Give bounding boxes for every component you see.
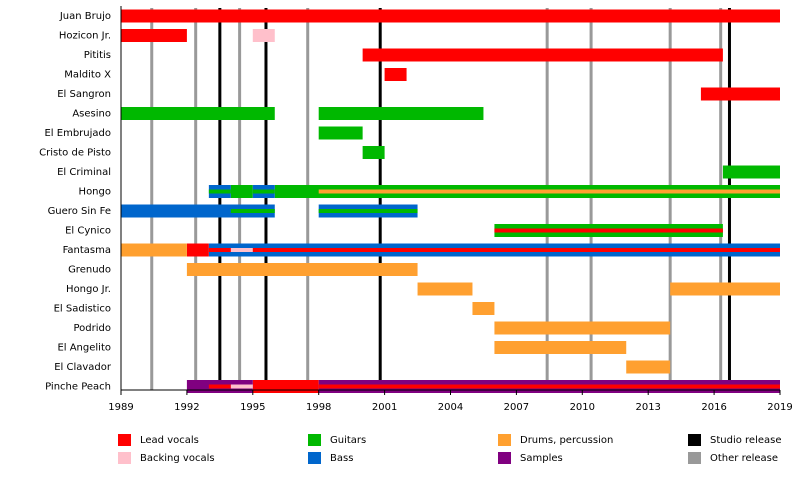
x-tick-label: 1989 [108,402,133,413]
role-stripe [318,384,780,389]
role-bar [318,126,363,140]
role-bar [121,107,275,120]
x-tick-label: 2016 [701,402,726,413]
x-tick-label: 2004 [438,402,463,413]
role-bar [700,87,780,101]
x-tick-label: 1998 [306,402,331,413]
role-stripe [318,189,780,194]
member-label: Guero Sin Fe [48,206,111,217]
role-bar [318,107,484,120]
member-label: El Angelito [57,343,111,354]
x-tick-label: 2019 [767,402,792,413]
member-label: El Criminal [57,167,111,178]
role-stripe [230,209,275,213]
role-bar [121,29,187,42]
role-bar [252,380,319,393]
role-bar [362,146,385,159]
member-label: Hozicon Jr. [59,31,111,42]
role-stripe [230,248,253,252]
legend-label: Studio release [710,435,782,446]
legend-label: Lead vocals [140,435,199,446]
role-stripe [252,189,275,194]
member-label: Pititis [84,50,111,61]
role-bar [186,263,418,276]
role-bar [626,360,671,374]
member-label: Hongo Jr. [66,284,111,295]
member-label: Hongo [79,187,111,198]
role-bar [494,341,627,354]
legend-label: Guitars [330,435,366,446]
legend-label: Backing vocals [140,453,215,464]
role-stripe [318,209,418,213]
member-label: Fantasma [63,245,111,256]
member-label: El Clavador [54,362,112,373]
member-label: Juan Brujo [59,11,111,22]
legend-label: Samples [520,453,563,464]
x-tick-label: 2001 [372,402,397,413]
legend-swatch [308,452,321,464]
member-label: El Cynico [65,226,111,237]
bars [121,9,780,393]
legend-swatch [118,452,131,464]
role-stripe [208,248,780,252]
member-label: El Sangron [57,89,111,100]
legend-swatch [688,452,701,464]
role-bar [252,29,275,42]
role-bar [722,165,780,179]
role-bar [121,243,187,257]
role-stripe [208,189,231,194]
legend-label: Other release [710,453,778,464]
member-label: Maldito X [64,70,111,81]
role-stripe [494,228,723,233]
legend: Lead vocals Backing vocals Guitars Bass Drum… [118,434,782,464]
role-bar [230,185,253,198]
role-bar [362,48,723,62]
legend-swatch [118,434,131,446]
role-bar [384,68,407,81]
axes: Juan Brujo Hozicon Jr. Pititis Maldito X El … [39,6,793,413]
role-bar [186,243,209,257]
role-stripe [230,384,253,389]
legend-label: Bass [330,453,353,464]
legend-swatch [688,434,701,446]
legend-label: Drums, percussion [520,435,613,446]
x-tick-label: 1995 [240,402,265,413]
member-label: Grenudo [68,265,111,276]
role-bar [121,9,780,23]
legend-swatch [308,434,321,446]
x-tick-label: 2010 [570,402,595,413]
member-label: El Sadistico [54,304,111,315]
member-label: El Embrujado [44,128,111,139]
role-bar [494,321,671,335]
member-label: Asesino [72,109,111,120]
role-bar [121,204,275,218]
role-bar [472,302,495,315]
legend-swatch [498,434,511,446]
x-tick-label: 2007 [504,402,529,413]
role-bar [670,282,780,296]
role-bar [417,282,473,296]
member-label: Podrido [74,323,112,334]
member-label: Pinche Peach [45,382,111,393]
x-tick-label: 2013 [635,402,660,413]
x-tick-label: 1992 [174,402,199,413]
member-label: Cristo de Pisto [39,148,111,159]
role-stripe [208,384,231,389]
legend-swatch [498,452,511,464]
